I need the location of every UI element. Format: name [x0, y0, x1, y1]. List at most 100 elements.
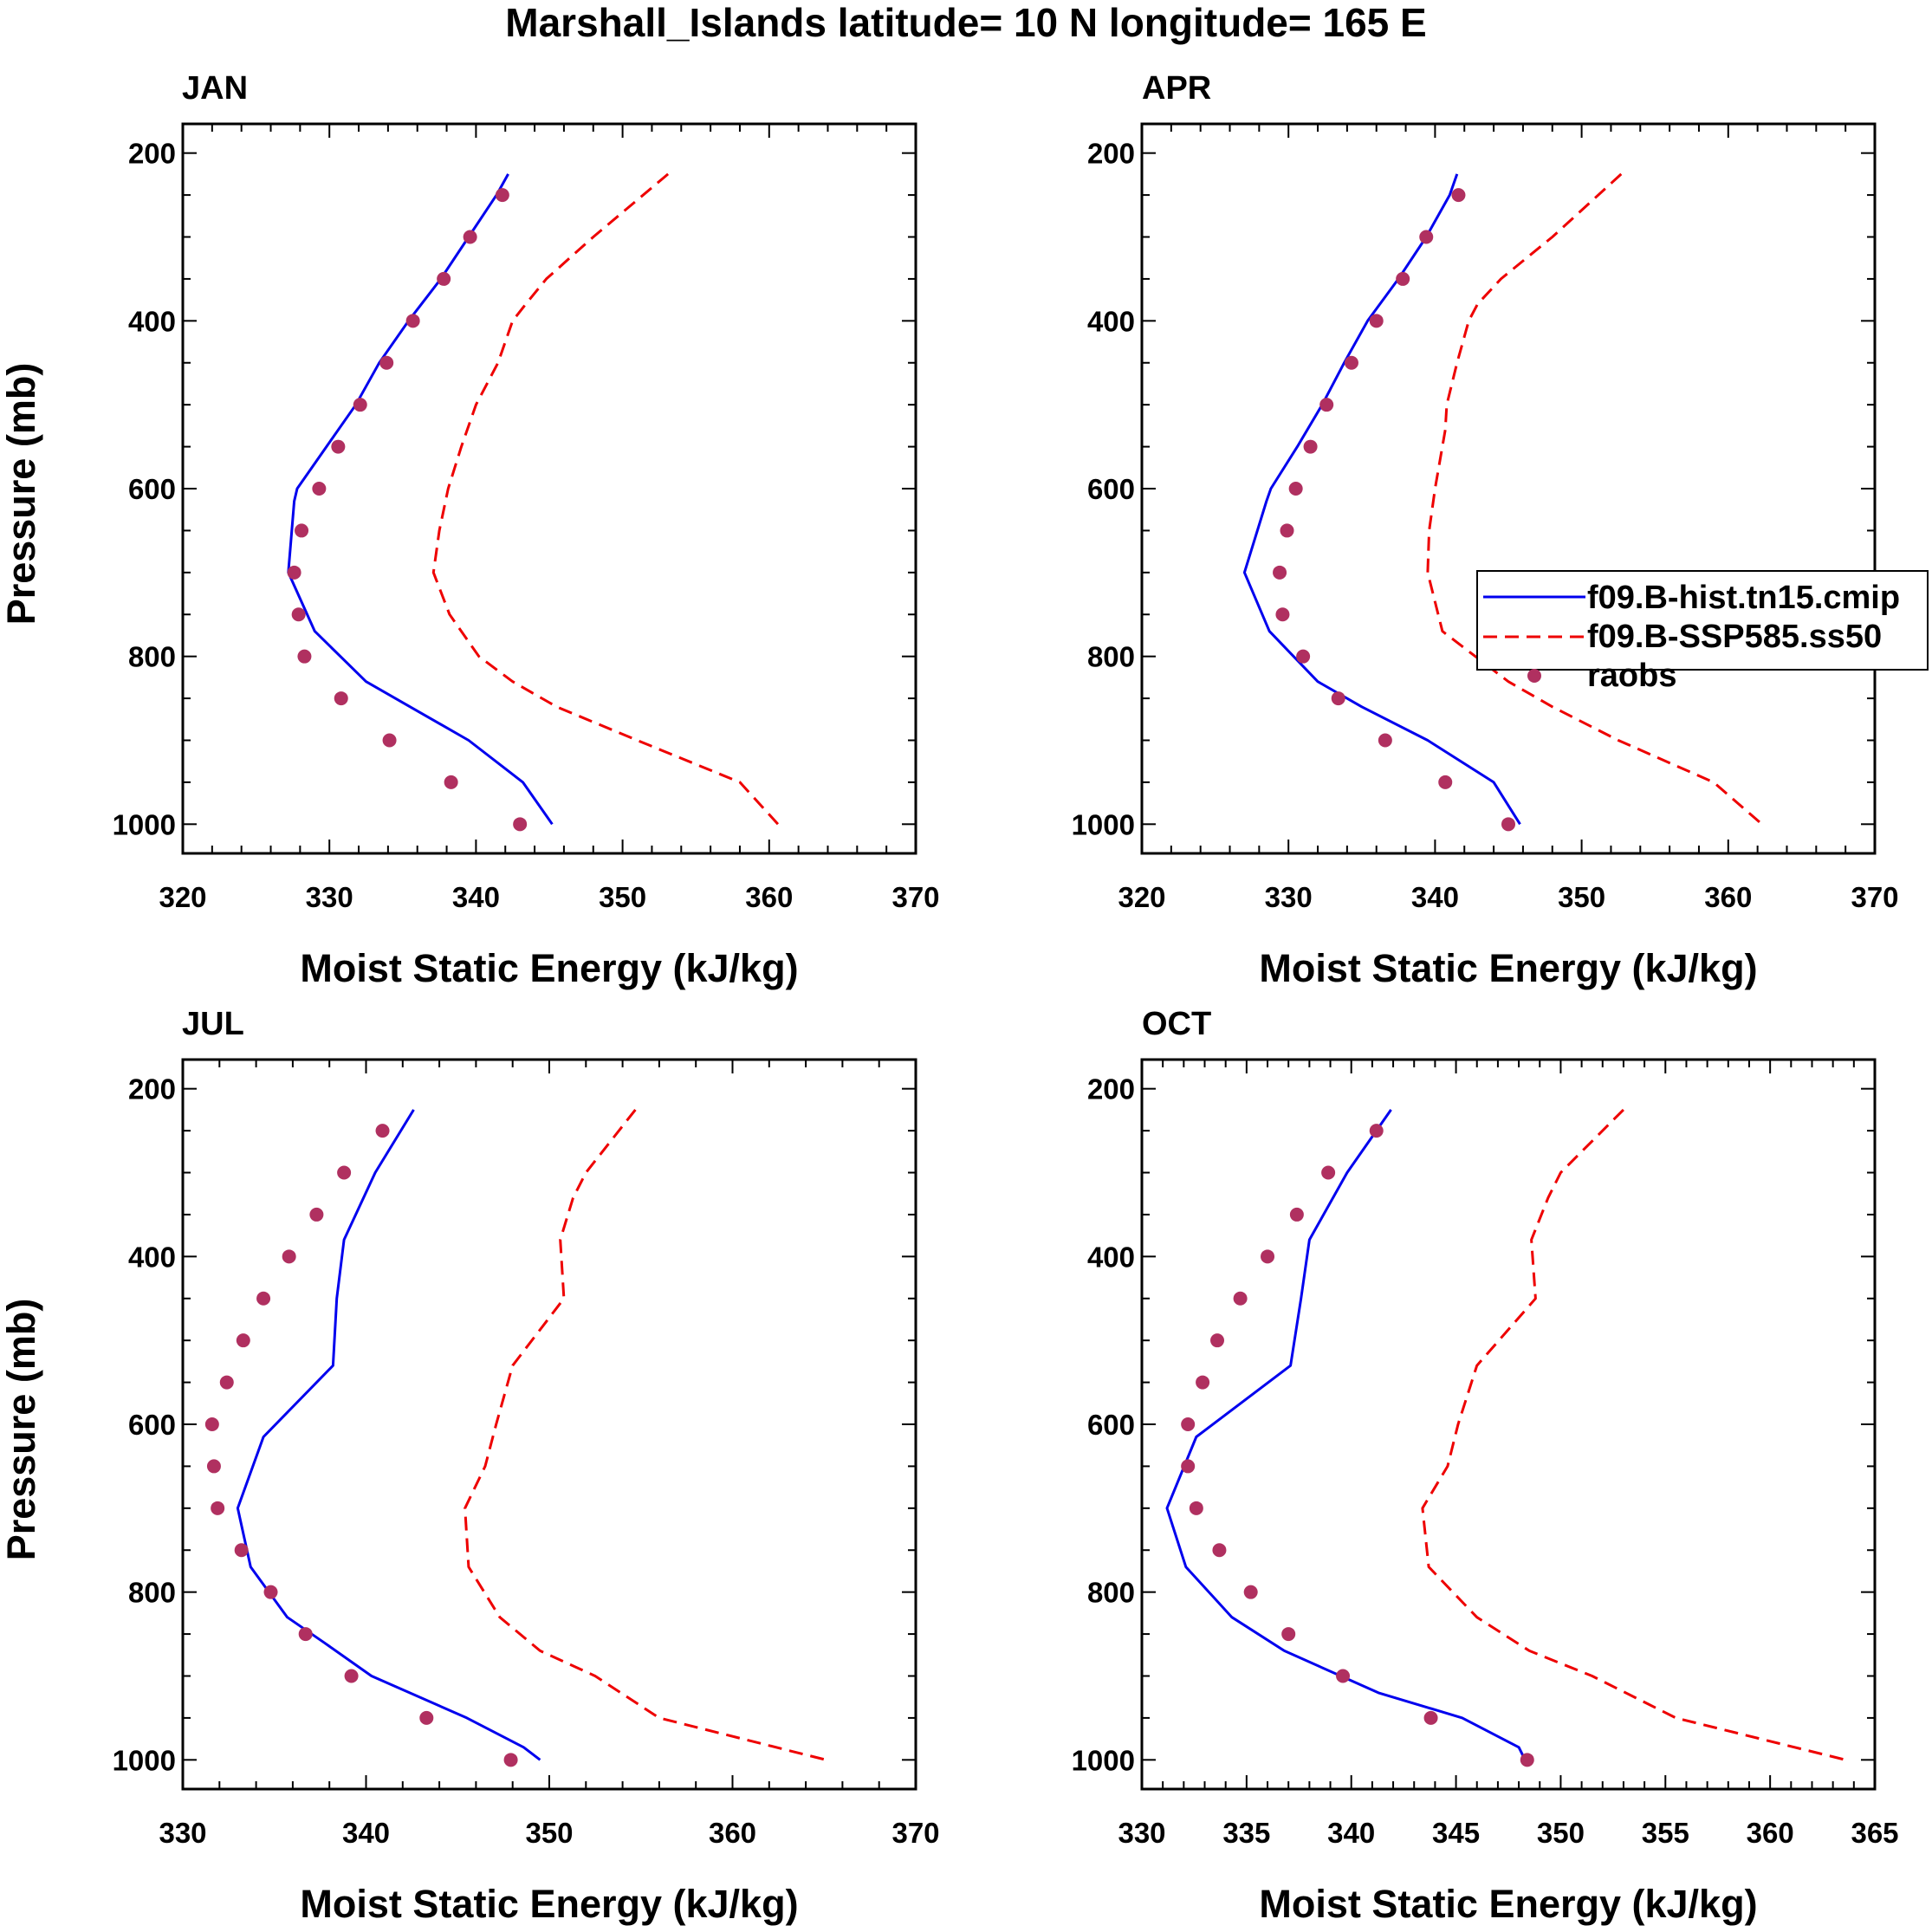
raobs-point-apr	[1438, 775, 1453, 789]
x-axis-title-jul: Moist Static Energy (kJ/kg)	[300, 1882, 798, 1926]
x-tick-label-jan: 350	[599, 881, 646, 913]
y-axis-title-jan: Pressure (mb)	[0, 363, 43, 626]
x-tick-label-oct: 350	[1537, 1817, 1585, 1849]
raobs-point-oct	[1233, 1291, 1248, 1306]
x-tick-label-oct: 340	[1327, 1817, 1375, 1849]
x-axis-title-apr: Moist Static Energy (kJ/kg)	[1259, 946, 1757, 990]
raobs-point-oct	[1336, 1669, 1351, 1683]
raobs-point-jan	[287, 565, 301, 580]
y-tick-label-apr: 800	[1087, 641, 1135, 673]
panel-jul: JUL Pressure (mb) Moist Static Energy (k…	[0, 1006, 940, 1926]
x-tick-label-oct: 345	[1432, 1817, 1480, 1849]
raobs-point-oct	[1189, 1501, 1203, 1515]
ssp-line-oct	[1421, 1108, 1846, 1761]
raobs-point-oct	[1520, 1753, 1534, 1767]
raobs-point-jan	[312, 482, 327, 496]
x-tick-label-jan: 340	[452, 881, 500, 913]
raobs-point-jul	[219, 1375, 234, 1390]
raobs-point-apr	[1331, 691, 1345, 706]
raobs-point-oct	[1181, 1459, 1196, 1474]
x-tick-label-jul: 370	[891, 1817, 939, 1849]
raobs-point-jul	[344, 1669, 359, 1683]
plot-frame-jul	[181, 1058, 917, 1791]
panel-jan: JAN Pressure (mb) Moist Static Energy (k…	[0, 70, 940, 990]
plot-frame-jan	[181, 122, 917, 855]
legend-label-ssp: f09.B-SSP585.ss50	[1587, 619, 1882, 655]
hist-line-jul	[236, 1109, 541, 1761]
ssp-line-apr	[1426, 172, 1763, 826]
raobs-point-apr	[1275, 607, 1290, 622]
x-tick-label-jul: 330	[159, 1817, 206, 1849]
raobs-point-apr	[1378, 733, 1392, 748]
legend-key-raobs	[1527, 669, 1541, 683]
raobs-point-jul	[206, 1459, 221, 1474]
y-tick-label-oct: 200	[1087, 1073, 1135, 1105]
y-tick-label-jul: 200	[128, 1073, 176, 1105]
x-tick-label-oct: 335	[1222, 1817, 1270, 1849]
x-tick-label-apr: 350	[1558, 881, 1605, 913]
y-tick-label-apr: 1000	[1072, 808, 1135, 840]
y-tick-label-oct: 1000	[1072, 1744, 1135, 1776]
raobs-point-apr	[1296, 649, 1311, 664]
hist-line-oct	[1165, 1109, 1527, 1760]
x-tick-label-oct: 355	[1642, 1817, 1689, 1849]
ssp-line-jan	[431, 172, 780, 826]
y-tick-label-apr: 400	[1087, 305, 1135, 337]
y-tick-label-oct: 800	[1087, 1577, 1135, 1609]
raobs-point-oct	[1423, 1710, 1438, 1725]
y-tick-label-jul: 400	[128, 1241, 176, 1273]
y-tick-label-oct: 400	[1087, 1241, 1135, 1273]
panel-label-apr: APR	[1142, 70, 1211, 107]
ssp-line-jul	[464, 1108, 827, 1761]
y-tick-label-jan: 800	[128, 641, 176, 673]
raobs-point-apr	[1396, 271, 1410, 286]
raobs-point-apr	[1451, 188, 1466, 203]
raobs-point-apr	[1303, 439, 1318, 454]
y-tick-label-jan: 400	[128, 305, 176, 337]
x-tick-label-jul: 350	[525, 1817, 573, 1849]
y-tick-label-jan: 200	[128, 138, 176, 170]
raobs-point-jan	[353, 398, 367, 412]
raobs-point-jul	[503, 1753, 518, 1767]
y-tick-label-jan: 600	[128, 473, 176, 505]
x-tick-label-jan: 370	[891, 881, 939, 913]
x-tick-label-oct: 330	[1118, 1817, 1165, 1849]
hist-line-jan	[287, 173, 554, 826]
raobs-point-oct	[1196, 1375, 1210, 1390]
panel-apr: APR Moist Static Energy (kJ/kg) 320 330 34…	[1072, 70, 1899, 990]
legend-label-hist: f09.B-hist.tn15.cmip	[1587, 580, 1900, 616]
x-axis-title-oct: Moist Static Energy (kJ/kg)	[1259, 1882, 1757, 1926]
x-tick-label-apr: 320	[1118, 881, 1165, 913]
raobs-point-jan	[444, 775, 458, 789]
plot-frame-oct	[1140, 1058, 1877, 1791]
y-tick-label-jul: 1000	[113, 1744, 176, 1776]
raobs-point-jan	[495, 188, 509, 203]
raobs-point-oct	[1369, 1124, 1384, 1138]
legend-box	[1476, 570, 1929, 671]
raobs-point-oct	[1210, 1333, 1225, 1348]
x-tick-label-jan: 330	[306, 881, 353, 913]
y-tick-label-jan: 1000	[113, 808, 176, 840]
x-tick-label-jan: 320	[159, 881, 206, 913]
raobs-point-jul	[309, 1207, 324, 1222]
plot-frame-apr	[1140, 122, 1877, 855]
raobs-point-jan	[297, 649, 312, 664]
raobs-point-jul	[204, 1417, 219, 1431]
x-tick-label-apr: 330	[1265, 881, 1313, 913]
y-tick-label-jul: 600	[128, 1409, 176, 1441]
raobs-point-oct	[1281, 1627, 1296, 1642]
legend: f09.B-hist.tn15.cmip f09.B-SSP585.ss50 r…	[1476, 570, 1929, 694]
raobs-point-jul	[298, 1627, 313, 1642]
x-axis-title-jan: Moist Static Energy (kJ/kg)	[300, 946, 798, 990]
x-tick-label-apr: 370	[1851, 881, 1898, 913]
y-tick-label-jul: 800	[128, 1577, 176, 1609]
raobs-point-oct	[1212, 1543, 1227, 1558]
raobs-point-jan	[334, 691, 348, 706]
raobs-point-oct	[1321, 1165, 1336, 1180]
y-tick-label-oct: 600	[1087, 1409, 1135, 1441]
raobs-point-jul	[256, 1291, 271, 1306]
raobs-point-jul	[419, 1710, 434, 1725]
panel-label-jul: JUL	[182, 1006, 244, 1042]
y-axis-title-jul: Pressure (mb)	[0, 1299, 43, 1561]
